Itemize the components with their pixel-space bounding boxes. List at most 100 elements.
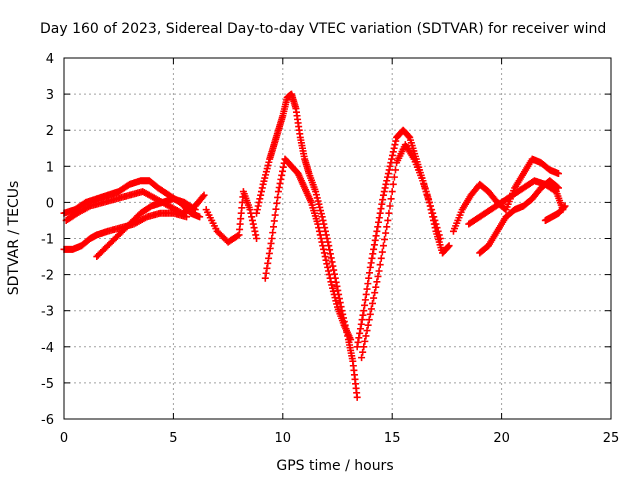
data-point: [433, 224, 441, 232]
data-point: [385, 166, 393, 174]
data-point: [248, 216, 256, 224]
data-point: [261, 274, 269, 282]
data-point: [316, 231, 324, 239]
data-point: [370, 241, 378, 249]
data-point: [248, 213, 256, 221]
data-point: [383, 177, 391, 185]
data-point: [444, 243, 452, 251]
data-point: [372, 283, 380, 291]
data-point: [331, 294, 339, 302]
data-point: [445, 242, 453, 250]
x-tick-label: 25: [603, 431, 620, 446]
data-point: [321, 253, 329, 261]
y-tick-label: -6: [41, 413, 54, 428]
data-point: [390, 144, 398, 152]
data-point: [376, 209, 384, 217]
x-tick-label: 20: [493, 431, 510, 446]
data-point: [329, 284, 337, 292]
data-point: [266, 244, 274, 252]
data-point: [368, 254, 376, 262]
data-point: [273, 199, 281, 207]
data-point: [246, 206, 254, 214]
data-point: [270, 223, 278, 231]
y-axis-label: SDTVAR / TECUs: [6, 181, 22, 296]
data-point: [320, 245, 328, 253]
data-point: [256, 195, 264, 203]
data-point: [366, 269, 373, 277]
data-point: [317, 235, 325, 242]
data-point: [388, 151, 396, 159]
data-point: [380, 188, 388, 196]
data-point: [560, 203, 568, 211]
data-point: [196, 213, 204, 221]
y-tick-label: 4: [46, 52, 54, 67]
data-point: [264, 259, 272, 267]
data-point: [364, 280, 372, 288]
data-point: [358, 316, 366, 324]
data-point: [316, 203, 324, 211]
data-point: [330, 266, 338, 274]
data-point: [379, 196, 387, 204]
data-point: [323, 235, 331, 242]
data-point: [320, 249, 328, 257]
data-point: [382, 229, 390, 237]
data-point: [387, 195, 395, 203]
data-point: [262, 171, 270, 179]
data-point: [428, 206, 436, 214]
data-point: [334, 286, 342, 294]
data-point: [274, 193, 282, 201]
data-point: [359, 311, 367, 319]
data-point: [362, 290, 370, 298]
data-point: [390, 173, 398, 181]
data-point: [347, 336, 355, 344]
data-point: [257, 188, 265, 196]
data-layer: [60, 90, 569, 401]
data-point: [261, 174, 269, 182]
data-point: [321, 227, 329, 235]
data-point: [274, 188, 282, 196]
data-point: [378, 248, 386, 256]
data-point: [262, 269, 270, 277]
data-point: [324, 238, 332, 246]
data-point: [326, 250, 334, 258]
data-point: [366, 310, 374, 318]
data-point: [423, 191, 431, 199]
data-point: [435, 231, 443, 239]
x-tick-label: 15: [384, 431, 401, 446]
data-point: [335, 295, 343, 303]
data-point: [405, 133, 413, 141]
data-point: [369, 299, 377, 307]
data-point: [386, 162, 394, 170]
data-point: [392, 137, 400, 145]
data-point: [365, 274, 373, 282]
data-point: [249, 220, 257, 228]
data-point: [386, 202, 394, 210]
data-point: [376, 261, 384, 269]
data-point: [329, 262, 337, 270]
data-point: [360, 343, 368, 351]
data-point: [554, 170, 562, 178]
data-point: [333, 300, 341, 308]
data-point: [277, 175, 285, 183]
data-point: [326, 246, 334, 254]
data-point: [330, 290, 338, 298]
data-point: [363, 285, 371, 293]
data-point: [419, 177, 427, 185]
data-point: [279, 167, 287, 175]
data-point: [329, 287, 337, 295]
data-point: [199, 193, 207, 201]
data-point: [379, 191, 387, 199]
data-series-trace-i: [358, 141, 444, 362]
data-point: [432, 220, 440, 228]
data-point: [389, 148, 397, 156]
data-point: [370, 245, 378, 253]
data-point: [190, 205, 198, 213]
data-point: [381, 184, 389, 192]
data-point: [319, 216, 327, 224]
data-point: [313, 194, 321, 202]
data-point: [366, 263, 374, 271]
data-point: [262, 168, 270, 176]
data-point: [377, 205, 385, 213]
data-point: [364, 321, 372, 329]
data-point: [378, 200, 386, 208]
